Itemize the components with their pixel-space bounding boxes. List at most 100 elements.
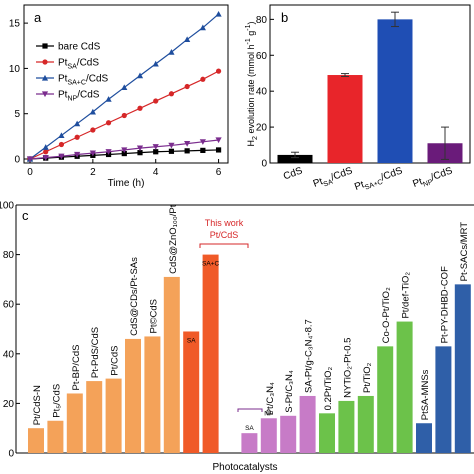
c-bar-label: Pt/def-TiO₂ [401,272,412,319]
a-data-point [74,151,81,158]
c-bar [163,276,180,453]
c-bar [86,381,103,453]
c-bar-label: Pt₅/CdS [51,384,62,418]
panel-a-xlabel: Time (h) [108,178,145,189]
panel-b-frame [269,4,471,164]
a-ytick-label: 0 [14,155,20,166]
a-data-point [152,144,159,150]
a-data-point [200,76,206,82]
a-data-point [168,148,175,154]
c-bar-label: S-Pt/C₃N₄ [284,370,295,413]
this-work-title: This work [205,218,244,228]
a-data-point [199,139,206,145]
a-data-point [136,72,144,79]
c-bar-label: PtSA-MNSs [420,369,431,420]
a-data-point [58,153,65,160]
c-bar [357,395,374,453]
b-ytick-label: 40 [256,87,268,98]
a-data-point [153,149,159,155]
c-ytick-label: 80 [3,250,15,261]
a-ytick-label: 5 [14,109,20,120]
a-legend-label: bare CdS [58,42,101,53]
b-bar [277,154,313,163]
c-bar-tag: SA [245,425,254,432]
c-bar [435,346,452,453]
c-bar-label: Pt-SACs/MRT [459,222,470,282]
panel-c: c 100 80 60 40 20 0 Pt/CdS-N Pt₅/CdS Pt-BP/CdS P… [0,201,474,473]
a-data-point [199,24,206,31]
panel-a: a 0 5 10 15 0 2 4 6 bare CdS PtSA/CdS PtSA+C/CdS… [9,4,229,189]
c-bar-label: Pt/TiO₂ [362,362,373,393]
c-bar-label: CdS@CDs/Pt-SAs [129,257,140,336]
b-ytick-label: 20 [256,123,268,134]
a-data-point [43,149,49,155]
c-bar-label: Pt-PY-DHBD-COF [439,266,450,343]
c-bar [454,284,471,453]
a-data-point [74,120,81,127]
a-legend-marker [42,59,48,65]
a-data-point [90,127,96,133]
b-category-label: PtNP/CdS [411,165,455,191]
a-data-point [137,105,143,111]
a-data-point [215,137,222,144]
a-data-point [168,49,175,55]
a-ytick-label: 15 [9,19,21,30]
a-data-point [200,147,206,153]
c-ytick-label: 0 [8,449,14,460]
a-data-point [168,91,175,97]
b-bar [327,75,363,163]
c-ytick-label: 20 [3,399,15,410]
a-data-point [58,132,65,139]
c-bar-label: CdS@ZnO₁₀₀/Pt [168,204,179,274]
a-legend-marker [41,91,49,98]
c-bar [202,254,219,453]
a-data-point [137,150,143,156]
c3n4-bracket [237,408,263,412]
c-bar [299,395,316,453]
b-ytick-label: 60 [256,51,268,62]
a-legend-label: PtSA+C/CdS [58,74,108,87]
a-data-point [136,145,144,152]
c-bar-label: Pt-PdS/CdS [90,327,101,378]
a-data-point [184,148,190,154]
a-data-point [184,141,191,147]
c-bar-label: NYTiO₂-Pt-0.5 [342,338,353,398]
a-legend-marker [42,43,48,49]
panel-b-ylabel: H2 evolution rate (mmol h-1 g-1) [245,22,259,147]
c-bar [396,321,413,453]
a-data-point [89,108,96,115]
a-data-point [153,98,159,104]
c-bar-label: 0.2Pt/TiO₂ [323,367,334,411]
c-bar [416,423,432,453]
a-ytick-label: 10 [9,64,21,75]
c-bar-label: Pt-BP/CdS [71,345,82,391]
c-bar [183,331,200,453]
c-ytick-label: 40 [3,349,15,360]
c-bar-tag: NP [264,410,273,417]
a-data-point [42,155,49,161]
c-bar [66,393,83,453]
c-bar-label: Pt/CdS-N [32,385,43,425]
a-data-point [168,142,175,149]
a-xtick-label: 2 [90,167,96,178]
a-data-point [121,84,128,91]
a-data-point [215,10,222,17]
a-data-point [121,147,128,154]
a-data-point [121,112,127,119]
c-bar [28,428,44,453]
a-xtick-label: 4 [153,167,159,178]
c-bar-label: Pt/C₃N₄ [265,382,276,415]
a-xtick-label: 0 [27,167,33,178]
c-bar [280,415,297,453]
b-ytick-label: 80 [256,15,268,26]
a-data-point [89,150,96,157]
c-bar [319,413,335,453]
c-bar-label: SA-Pt/g-C₃N₄-8.7 [304,319,315,393]
c-bar [144,336,161,453]
b-ytick-label: 0 [261,159,267,170]
panel-b-letter: b [281,10,288,25]
a-data-point [58,141,65,148]
panel-c-xlabel: Photocatalysts [212,462,277,473]
b-category-label: CdS [282,165,304,182]
